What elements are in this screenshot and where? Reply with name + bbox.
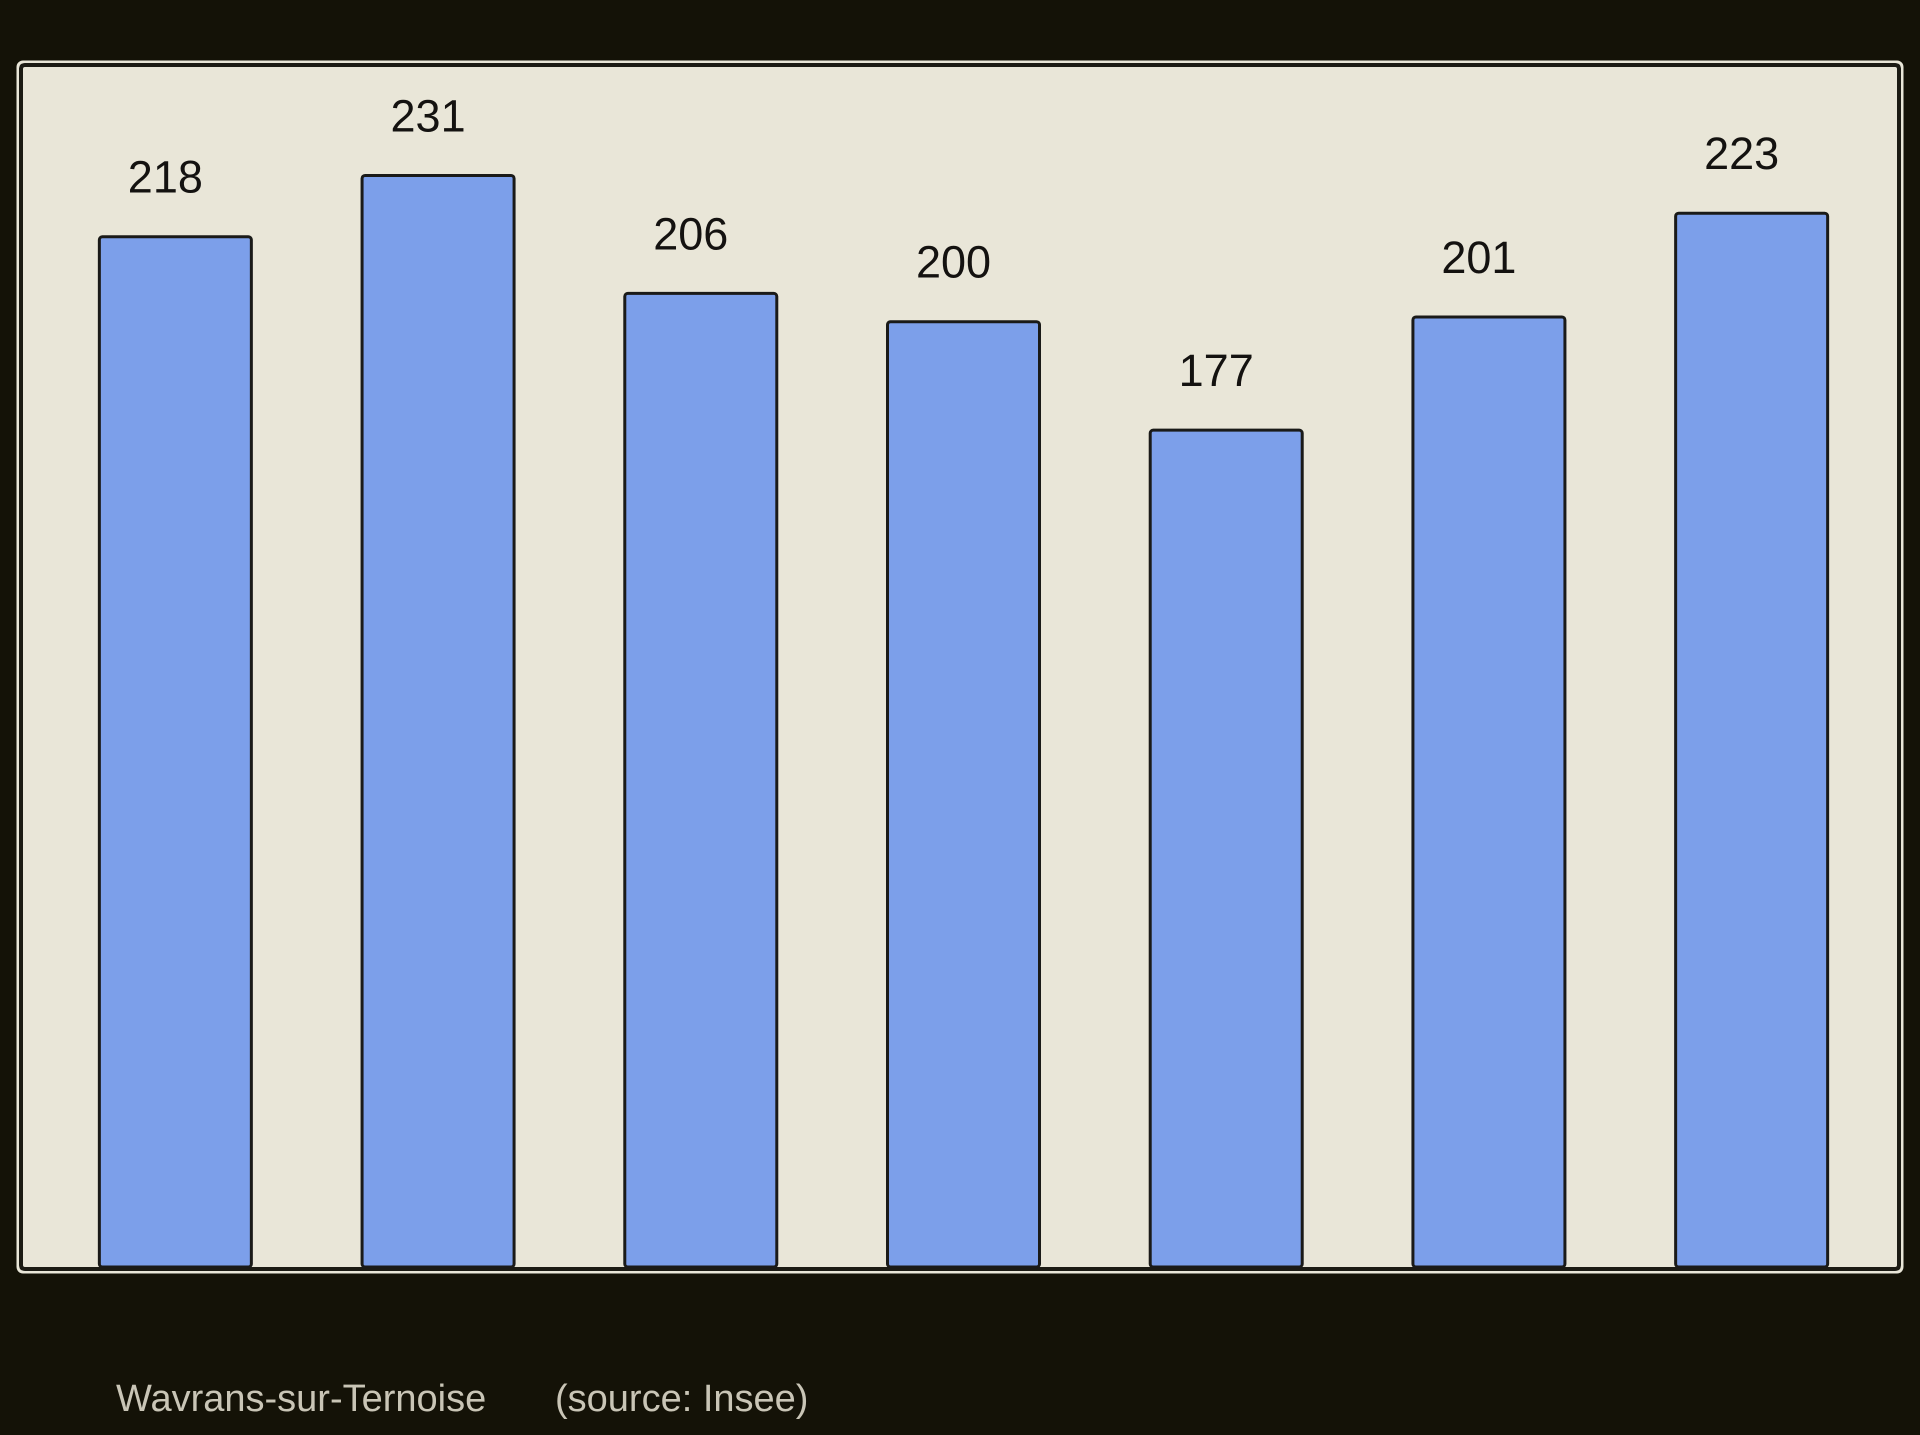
source: (source: Insee): [555, 1378, 808, 1420]
bar: [1411, 315, 1567, 1269]
frame-outline: [16, 60, 1904, 1274]
value-label: 218: [128, 152, 203, 203]
value-label: 200: [916, 237, 991, 288]
value-label: 201: [1441, 232, 1516, 283]
bar: [1674, 211, 1830, 1269]
value-label: 223: [1704, 128, 1779, 179]
caption: Wavrans-sur-Ternoise: [116, 1378, 486, 1420]
bar: [97, 235, 253, 1269]
bar: [886, 320, 1041, 1269]
bar: [623, 291, 779, 1269]
value-label: 231: [391, 90, 466, 141]
bar: [360, 173, 516, 1269]
value-label: 177: [1179, 345, 1254, 396]
bar: [1148, 428, 1304, 1269]
value-label: 206: [653, 208, 728, 259]
